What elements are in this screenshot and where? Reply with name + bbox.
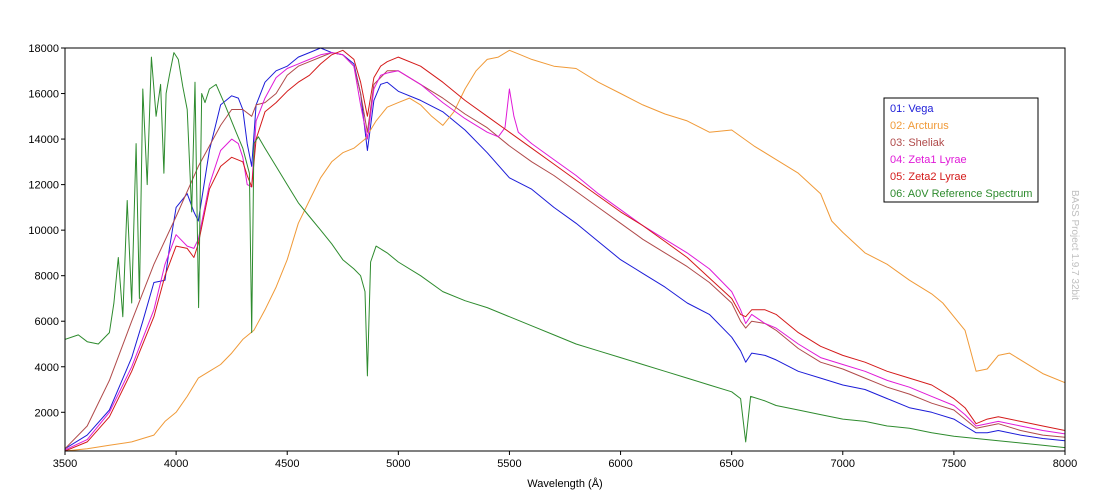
y-tick-label: 10000 <box>28 225 59 237</box>
legend-entry: 04: Zeta1 Lyrae <box>890 154 967 166</box>
y-tick-label: 18000 <box>28 43 59 55</box>
y-tick-label: 2000 <box>35 407 59 419</box>
y-tick-label: 6000 <box>35 316 59 328</box>
y-tick-label: 8000 <box>35 271 59 283</box>
legend-entry: 05: Zeta2 Lyrae <box>890 171 967 183</box>
series-line-1 <box>65 48 1065 450</box>
series-line-5 <box>65 49 1065 451</box>
y-axis-ticks: 2000 4000 6000 8000 10000 12000 14000 16000 1800… <box>28 43 65 419</box>
x-tick-label: 7500 <box>942 458 966 470</box>
x-tick-label: 7000 <box>831 458 855 470</box>
x-tick-label: 3500 <box>53 458 77 470</box>
x-tick-label: 5000 <box>386 458 410 470</box>
chart-legend: 01: Vega 02: Arcturus 03: Sheliak 04: Zeta1… <box>883 97 1039 203</box>
software-watermark: BASS Project 1.9.7 32bit <box>1069 190 1080 300</box>
y-tick-label: 12000 <box>28 180 59 192</box>
x-axis-ticks: 3500 4000 4500 5000 5500 6000 6500 7000 7500 8000 <box>53 451 1077 470</box>
series-line-2 <box>65 49 1065 451</box>
series-line-4 <box>65 52 1065 451</box>
x-tick-label: 6000 <box>608 458 632 470</box>
series-line-3 <box>65 52 1065 450</box>
x-tick-label: 4000 <box>164 458 188 470</box>
y-tick-label: 4000 <box>35 362 59 374</box>
y-tick-label: 14000 <box>28 134 59 146</box>
legend-entry: 06: A0V Reference Spectrum <box>890 188 1032 200</box>
series-layer <box>65 48 1065 451</box>
legend-box <box>883 97 1039 203</box>
legend-entry: 03: Sheliak <box>890 137 945 149</box>
legend-entry: 01: Vega <box>890 103 934 115</box>
legend-items: 01: Vega 02: Arcturus 03: Sheliak 04: Zeta1… <box>890 103 1032 200</box>
plot-frame <box>64 47 1066 452</box>
y-tick-label: 16000 <box>28 89 59 101</box>
x-axis-label: Wavelength (Å) <box>527 477 602 490</box>
series-line-6 <box>65 52 1065 449</box>
x-tick-label: 5500 <box>497 458 521 470</box>
legend-entry: 02: Arcturus <box>890 120 949 132</box>
x-tick-label: 4500 <box>275 458 299 470</box>
x-tick-label: 8000 <box>1053 458 1077 470</box>
x-tick-label: 6500 <box>719 458 743 470</box>
